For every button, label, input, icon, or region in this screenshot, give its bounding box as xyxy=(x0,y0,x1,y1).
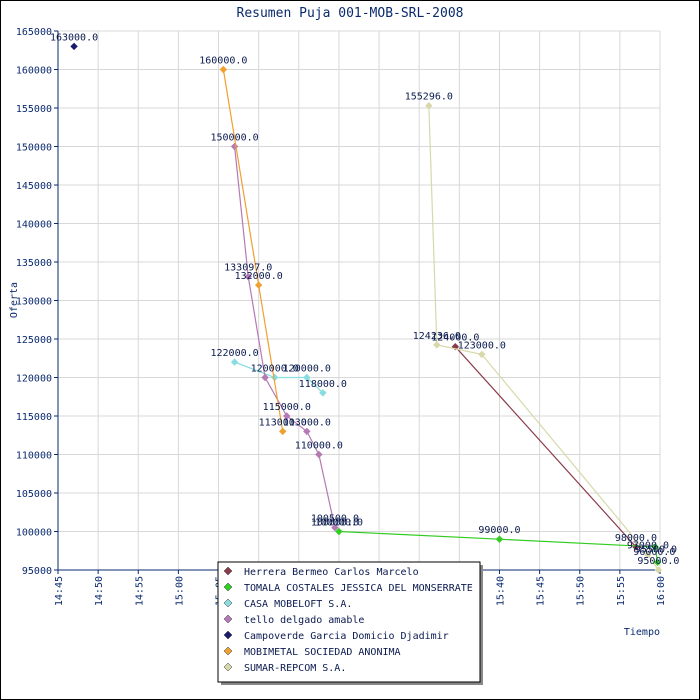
data-label: 163000.0 xyxy=(50,32,98,43)
grid xyxy=(57,30,661,571)
data-point xyxy=(261,373,269,382)
data-label: 124236.0 xyxy=(413,331,461,342)
legend-marker xyxy=(223,566,233,576)
data-label: 120000.0 xyxy=(283,364,331,375)
data-point xyxy=(244,272,252,281)
legend-marker xyxy=(223,614,233,624)
legend-marker xyxy=(223,582,233,592)
y-tick-label: 140000 xyxy=(16,220,52,231)
data-point xyxy=(303,427,311,436)
data-label: 110000.0 xyxy=(295,441,343,452)
data-point xyxy=(433,341,441,349)
x-tick-label: 15:00 xyxy=(174,576,185,606)
data-label: 100500.0 xyxy=(311,514,359,525)
legend-entry: Campoverde Garcia Domicio Djadimir xyxy=(244,631,449,642)
y-tick-label: 125000 xyxy=(16,335,52,346)
data-point xyxy=(654,566,663,574)
legend-entry: Herrera Bermeo Carlos Marcelo xyxy=(244,567,419,578)
series-line xyxy=(454,346,637,548)
y-tick-label: 130000 xyxy=(16,297,52,308)
y-tick-label: 150000 xyxy=(16,143,52,154)
legend-entry: CASA MOBELOFT S.A. xyxy=(244,599,352,610)
data-label: 124000.0 xyxy=(431,333,479,344)
data-point xyxy=(653,558,662,567)
y-tick-label: 145000 xyxy=(16,181,52,192)
series-layer xyxy=(70,42,663,574)
data-point xyxy=(70,42,78,51)
x-tick-label: 15:40 xyxy=(495,576,506,606)
data-label: 98000.0 xyxy=(615,533,657,544)
data-label: 113000.0 xyxy=(283,417,331,428)
legend: Herrera Bermeo Carlos Marcelo TOMALA COST… xyxy=(217,561,483,685)
data-label: 100000.0 xyxy=(315,518,363,529)
data-label: 95000.0 xyxy=(637,556,679,567)
data-label: 160000.0 xyxy=(199,56,247,67)
x-tick-label: 14:55 xyxy=(134,576,145,606)
series-line xyxy=(338,530,659,563)
data-label: 113000.0 xyxy=(259,417,307,428)
data-point xyxy=(254,281,263,289)
y-tick-label: 115000 xyxy=(16,412,52,423)
data-point xyxy=(335,527,343,536)
data-point xyxy=(279,427,287,436)
legend-entry: TOMALA COSTALES JESSICA DEL MONSERRATE xyxy=(244,583,473,594)
data-label: 122000.0 xyxy=(211,348,259,359)
legend-entry: tello delgado amable xyxy=(244,615,364,626)
data-point xyxy=(283,412,291,420)
legend-marker xyxy=(223,646,233,656)
data-label: 120000.0 xyxy=(251,364,299,375)
legend-box xyxy=(217,561,481,683)
data-label: 100000.0 xyxy=(311,518,359,529)
y-tick-label: 100000 xyxy=(16,528,52,539)
y-tick-label: 95000 xyxy=(22,566,52,577)
data-label: 99000.0 xyxy=(478,525,520,536)
x-axis-label: Tiempo xyxy=(624,627,660,638)
data-point xyxy=(319,389,327,397)
chart-title: Resumen Puja 001-MOB-SRL-2008 xyxy=(237,6,464,21)
data-point xyxy=(303,373,311,382)
data-point xyxy=(331,523,339,532)
y-tick-label: 165000 xyxy=(16,27,52,38)
y-tick-label: 135000 xyxy=(16,258,52,269)
data-point xyxy=(230,358,239,366)
data-point xyxy=(219,65,228,74)
data-label: 150000.0 xyxy=(211,133,259,144)
y-tick-label: 120000 xyxy=(16,374,52,385)
y-tick-label: 155000 xyxy=(16,104,52,115)
data-label: 97000.0 xyxy=(627,541,669,552)
data-label: 118000.0 xyxy=(299,379,347,390)
data-label: 95500.0 xyxy=(635,544,677,555)
data-point xyxy=(651,543,659,551)
data-point xyxy=(478,350,486,359)
data-point xyxy=(644,550,652,559)
legend-entry: SUMAR-REPCOM S.A. xyxy=(244,663,346,674)
y-tick-label: 110000 xyxy=(16,451,52,462)
x-tick-label: 15:50 xyxy=(576,576,587,606)
x-tick-label: 14:45 xyxy=(54,576,65,606)
x-tick-label: 15:55 xyxy=(616,576,627,606)
y-tick-label: 105000 xyxy=(16,489,52,500)
legend-marker xyxy=(223,662,233,672)
legend-marker xyxy=(223,630,233,640)
x-tick-label: 16:00 xyxy=(656,576,667,606)
data-point xyxy=(315,450,323,459)
data-label: 115000.0 xyxy=(263,402,311,413)
y-axis-label: Oferta xyxy=(9,282,20,318)
x-tick-label: 14:50 xyxy=(94,576,105,606)
y-tick-label: 160000 xyxy=(16,66,52,77)
data-point xyxy=(425,102,433,110)
data-label: 96000.0 xyxy=(633,547,675,558)
data-labels-layer: 124000.0 98000.0 100000.0 99000.0 122000.0 12… xyxy=(50,32,680,567)
data-label: 155296.0 xyxy=(405,92,453,103)
data-label: 132000.0 xyxy=(235,271,283,282)
legend-entry: MOBIMETAL SOCIEDAD ANONIMA xyxy=(244,647,401,658)
data-point xyxy=(495,535,504,543)
data-label: 133097.0 xyxy=(224,263,272,274)
data-label: 123000.0 xyxy=(458,340,506,351)
series-line xyxy=(234,361,324,394)
x-tick-label: 15:45 xyxy=(536,576,547,606)
legend-marker xyxy=(223,598,233,608)
